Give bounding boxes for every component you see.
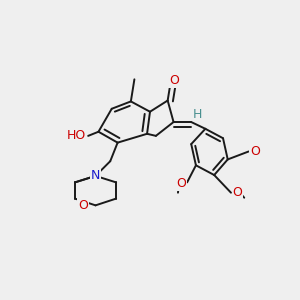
Text: O: O [169,74,179,87]
Text: O: O [78,199,88,212]
Text: N: N [91,169,100,182]
Text: H: H [192,108,202,121]
Text: HO: HO [67,129,86,142]
Text: O: O [250,145,260,158]
Text: O: O [232,186,242,199]
Text: O: O [176,177,186,190]
